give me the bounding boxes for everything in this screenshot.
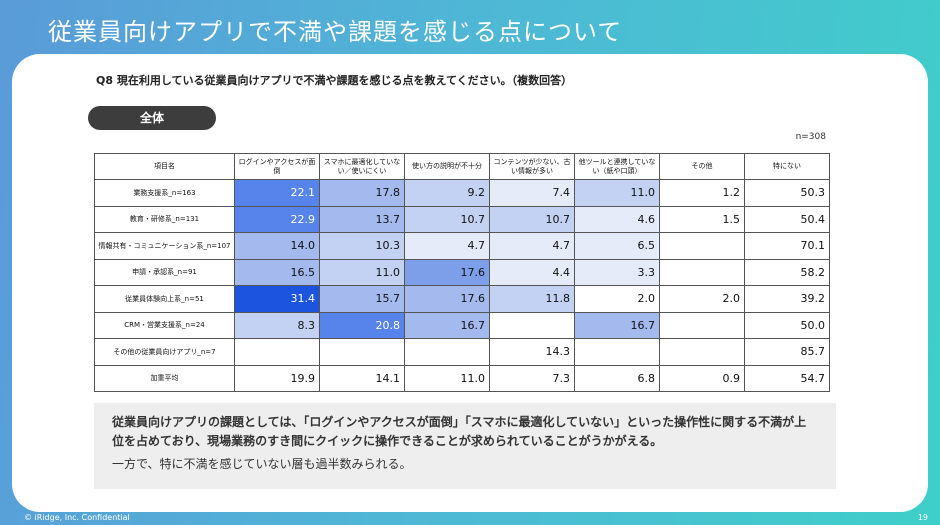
column-header: 項目名 — [94, 153, 235, 180]
table-cell: 20.8 — [319, 311, 405, 339]
table-cell: 14.1 — [319, 364, 405, 392]
table-cell: 16.5 — [234, 258, 320, 286]
table-cell: 6.5 — [574, 232, 660, 260]
table-row: その他の従業員向けアプリ_n=7 14.3 85.7 — [94, 338, 830, 366]
table-cell: 14.3 — [489, 338, 575, 366]
table-cell — [574, 338, 660, 366]
table-cell: 85.7 — [744, 338, 830, 366]
table-cell: 13.7 — [319, 205, 405, 233]
table-row: 情報共有・コミュニケーション系_n=107 14.0 10.3 4.7 4.7 6.5 70… — [94, 232, 830, 260]
table-cell: 2.0 — [574, 285, 660, 313]
row-label: 教育・研修系_n=131 — [94, 205, 235, 233]
table-row: 業務支援系_n=163 22.1 17.8 9.2 7.4 11.0 1.2 50.3 — [94, 179, 830, 207]
page-number: 19 — [917, 513, 928, 522]
table-cell: 16.7 — [404, 311, 490, 339]
table-cell: 39.2 — [744, 285, 830, 313]
sample-size-label: n=308 — [795, 132, 826, 142]
table-cell: 70.1 — [744, 232, 830, 260]
table-cell: 8.3 — [234, 311, 320, 339]
table-cell: 50.3 — [744, 179, 830, 207]
table-cell — [489, 311, 575, 339]
row-label: 加重平均 — [94, 364, 235, 392]
table-header-row: 項目名 ログインやアクセスが面倒 スマホに最適化していない／使いにくい 使い方の… — [94, 153, 830, 180]
table-cell: 11.8 — [489, 285, 575, 313]
table-cell: 10.7 — [489, 205, 575, 233]
table-row: 教育・研修系_n=131 22.9 13.7 10.7 10.7 4.6 1.5 50.4 — [94, 205, 830, 233]
question-text: Q8 現在利用している従業員向けアプリで不満や課題を感じる点を教えてください。（… — [96, 74, 573, 87]
column-header: スマホに最適化していない／使いにくい — [319, 153, 405, 180]
table-cell: 0.9 — [659, 364, 745, 392]
table-cell: 11.0 — [574, 179, 660, 207]
table-cell: 10.7 — [404, 205, 490, 233]
table-cell: 50.4 — [744, 205, 830, 233]
row-label: CRM・営業支援系_n=24 — [94, 311, 235, 339]
table-cell: 4.7 — [404, 232, 490, 260]
table-cell — [234, 338, 320, 366]
table-cell: 58.2 — [744, 258, 830, 286]
table-cell — [659, 311, 745, 339]
table-cell: 19.9 — [234, 364, 320, 392]
table-cell: 22.9 — [234, 205, 320, 233]
table-cell: 50.0 — [744, 311, 830, 339]
column-header: ログインやアクセスが面倒 — [234, 153, 320, 180]
table-cell: 31.4 — [234, 285, 320, 313]
row-label: 情報共有・コミュニケーション系_n=107 — [94, 232, 235, 260]
table-cell — [319, 338, 405, 366]
table-cell: 3.3 — [574, 258, 660, 286]
table-cell: 7.4 — [489, 179, 575, 207]
row-label: その他の従業員向けアプリ_n=7 — [94, 338, 235, 366]
survey-results-table: 項目名 ログインやアクセスが面倒 スマホに最適化していない／使いにくい 使い方の… — [94, 153, 830, 392]
table-cell: 11.0 — [319, 258, 405, 286]
table-cell: 1.2 — [659, 179, 745, 207]
table-cell: 17.6 — [404, 285, 490, 313]
row-label: 業務支援系_n=163 — [94, 179, 235, 207]
table-cell: 4.7 — [489, 232, 575, 260]
table-cell: 4.6 — [574, 205, 660, 233]
table-cell: 2.0 — [659, 285, 745, 313]
table-cell: 1.5 — [659, 205, 745, 233]
table-cell: 10.3 — [319, 232, 405, 260]
table-cell: 9.2 — [404, 179, 490, 207]
table-cell: 17.6 — [404, 258, 490, 286]
table-cell: 16.7 — [574, 311, 660, 339]
row-label: 従業員体験向上系_n=51 — [94, 285, 235, 313]
table-row: 申請・承認系_n=91 16.5 11.0 17.6 4.4 3.3 58.2 — [94, 258, 830, 286]
column-header: コンテンツが少ない、古い情報が多い — [489, 153, 575, 180]
table-cell: 6.8 — [574, 364, 660, 392]
table-cell — [659, 258, 745, 286]
table-cell: 54.7 — [744, 364, 830, 392]
table-cell: 7.3 — [489, 364, 575, 392]
table-cell: 14.0 — [234, 232, 320, 260]
row-label: 申請・承認系_n=91 — [94, 258, 235, 286]
summary-finding: 従業員向けアプリの課題としては、「ログインやアクセスが面倒」「スマホに最適化して… — [112, 415, 807, 448]
column-header: 他ツールと連携していない（紙や口頭） — [574, 153, 660, 180]
table-cell: 17.8 — [319, 179, 405, 207]
table-cell: 11.0 — [404, 364, 490, 392]
column-header: 特にない — [744, 153, 830, 180]
column-header: 使い方の説明が不十分 — [404, 153, 490, 180]
table-cell: 4.4 — [489, 258, 575, 286]
table-cell — [659, 232, 745, 260]
summary-box: 従業員向けアプリの課題としては、「ログインやアクセスが面倒」「スマホに最適化して… — [94, 403, 836, 489]
table-cell: 15.7 — [319, 285, 405, 313]
column-header: その他 — [659, 153, 745, 180]
table-row: CRM・営業支援系_n=24 8.3 20.8 16.7 16.7 50.0 — [94, 311, 830, 339]
table-row: 従業員体験向上系_n=51 31.4 15.7 17.6 11.8 2.0 2.0 39.2 — [94, 285, 830, 313]
copyright-notice: © iRidge, Inc. Confidential — [24, 513, 130, 522]
summary-note: 一方で、特に不満を感じていない層も過半数みられる。 — [112, 457, 412, 471]
table-cell — [659, 338, 745, 366]
table-cell: 22.1 — [234, 179, 320, 207]
slide-title: 従業員向けアプリで不満や課題を感じる点について — [48, 18, 623, 46]
table-cell — [404, 338, 490, 366]
segment-tab-all[interactable]: 全体 — [88, 106, 216, 130]
table-row: 加重平均 19.9 14.1 11.0 7.3 6.8 0.9 54.7 — [94, 364, 830, 392]
